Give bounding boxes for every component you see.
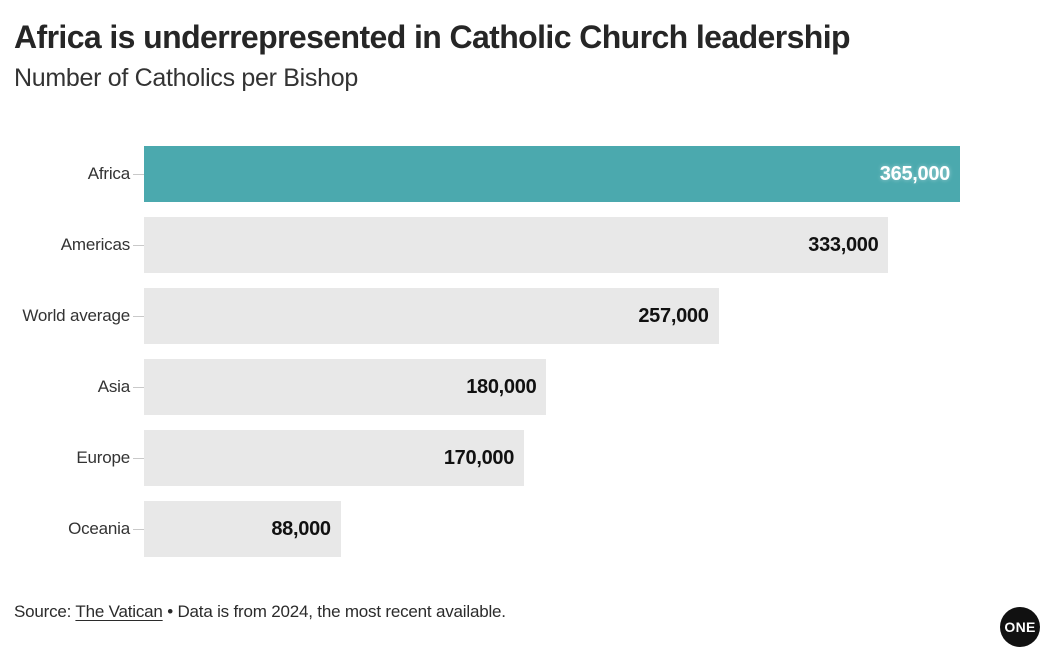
one-logo: ONE — [1000, 607, 1040, 647]
value-label: 333,000 — [808, 233, 879, 256]
category-label: Oceania — [68, 519, 130, 538]
axis-tick — [133, 457, 144, 459]
bar-row-oceania: Oceania 88,000 — [0, 501, 960, 557]
bar-track: 170,000 — [144, 430, 960, 486]
bar-asia: 180,000 — [144, 359, 547, 415]
bar-europe: 170,000 — [144, 430, 525, 486]
category-label: Americas — [60, 235, 130, 254]
category-label: Europe — [76, 448, 130, 467]
category-label: Asia — [97, 377, 130, 396]
chart-title: Africa is underrepresented in Catholic C… — [14, 19, 851, 55]
category-label: World average — [22, 306, 130, 325]
category-label: Africa — [87, 164, 130, 183]
bar-row-world-average: World average 257,000 — [0, 288, 960, 344]
axis-tick — [133, 386, 144, 388]
bar-chart: Africa 365,000 Americas 333,000 World av… — [0, 146, 960, 557]
one-logo-text: ONE — [1004, 619, 1036, 635]
bar-track: 333,000 — [144, 217, 960, 273]
bar-row-europe: Europe 170,000 — [0, 430, 960, 486]
source-suffix: • Data is from 2024, the most recent ava… — [162, 602, 506, 621]
bar-africa: 365,000 — [144, 146, 960, 202]
axis-tick — [133, 244, 144, 246]
bar-oceania: 88,000 — [144, 501, 341, 557]
source-link[interactable]: The Vatican — [75, 602, 163, 621]
bar-row-asia: Asia 180,000 — [0, 359, 960, 415]
source-prefix: Source: — [14, 602, 76, 621]
source-note: Source: The Vatican • Data is from 2024,… — [14, 601, 506, 623]
value-label: 88,000 — [271, 517, 331, 540]
value-label: 170,000 — [443, 446, 515, 469]
axis-tick — [133, 528, 144, 530]
bar-row-americas: Americas 333,000 — [0, 217, 960, 273]
value-label: 180,000 — [466, 375, 537, 398]
value-label: 257,000 — [638, 304, 709, 327]
bar-row-africa: Africa 365,000 — [0, 146, 960, 202]
chart-header: Africa is underrepresented in Catholic C… — [0, 0, 1051, 93]
bar-track: 365,000 — [144, 146, 960, 202]
bar-track: 88,000 — [144, 501, 960, 557]
value-label: 365,000 — [879, 162, 951, 185]
axis-tick — [133, 315, 144, 317]
bar-track: 180,000 — [144, 359, 960, 415]
bar-track: 257,000 — [144, 288, 960, 344]
bar-americas: 333,000 — [144, 217, 889, 273]
axis-tick — [133, 173, 144, 175]
chart-subtitle: Number of Catholics per Bishop — [14, 64, 358, 93]
bar-world-average: 257,000 — [144, 288, 719, 344]
